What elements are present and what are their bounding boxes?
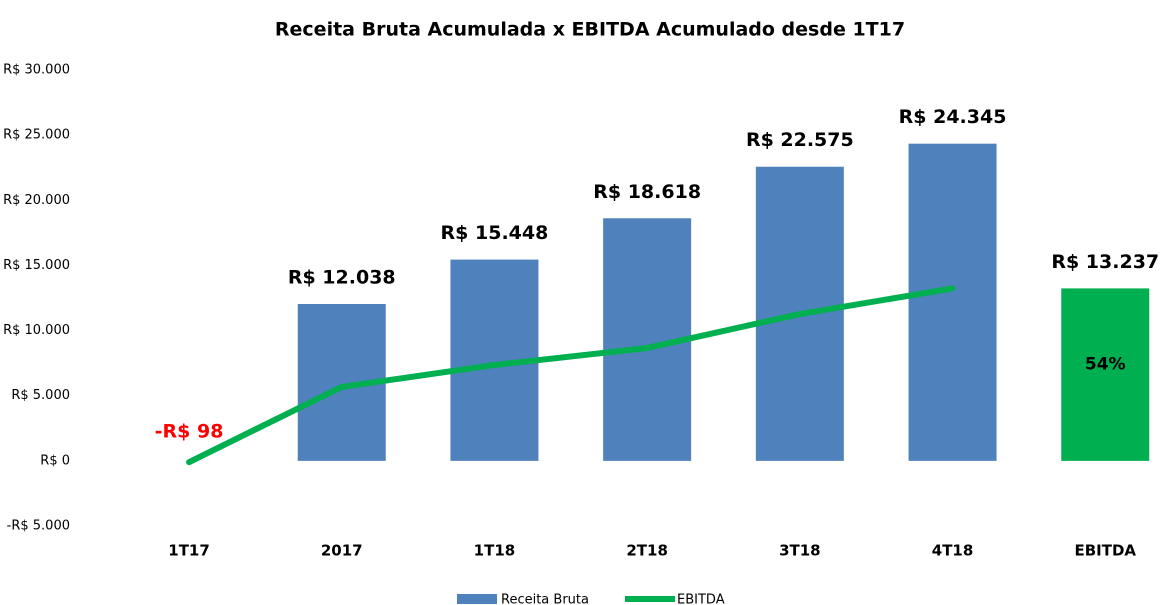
value-label: R$ 15.448 [441, 222, 549, 244]
y-tick-label: -R$ 5.000 [7, 519, 70, 534]
value-label: R$ 24.345 [899, 106, 1007, 128]
value-label: -R$ 98 [155, 421, 224, 443]
x-tick-label: 1T18 [474, 542, 516, 560]
chart-title: Receita Bruta Acumulada x EBITDA Acumula… [275, 19, 905, 41]
legend-swatch [457, 594, 497, 604]
x-tick-label: 2017 [321, 542, 363, 560]
annotation: 54% [1085, 355, 1126, 375]
legend-label: EBITDA [677, 593, 725, 605]
bar [908, 143, 997, 461]
y-tick-label: R$ 20.000 [3, 193, 70, 208]
legend-label: Receita Bruta [501, 593, 589, 605]
y-tick-label: R$ 0 [40, 453, 70, 468]
value-label: R$ 12.038 [288, 267, 396, 289]
line [186, 285, 956, 466]
x-tick-label: 3T18 [779, 542, 821, 560]
x-tick-label: 1T17 [168, 542, 210, 560]
x-tick-label: EBITDA [1074, 542, 1136, 560]
x-tick-label: 4T18 [932, 542, 974, 560]
x-tick-label: 2T18 [626, 542, 668, 560]
y-tick-label: R$ 10.000 [3, 323, 70, 338]
value-label: R$ 18.618 [593, 181, 701, 203]
y-tick-label: R$ 15.000 [3, 258, 70, 273]
value-label: R$ 22.575 [746, 129, 854, 151]
value-label: R$ 13.237 [1051, 251, 1159, 273]
y-tick-label: R$ 30.000 [3, 63, 70, 78]
y-tick-label: R$ 25.000 [3, 128, 70, 143]
bar [1061, 288, 1150, 461]
y-tick-label: R$ 5.000 [11, 388, 70, 403]
